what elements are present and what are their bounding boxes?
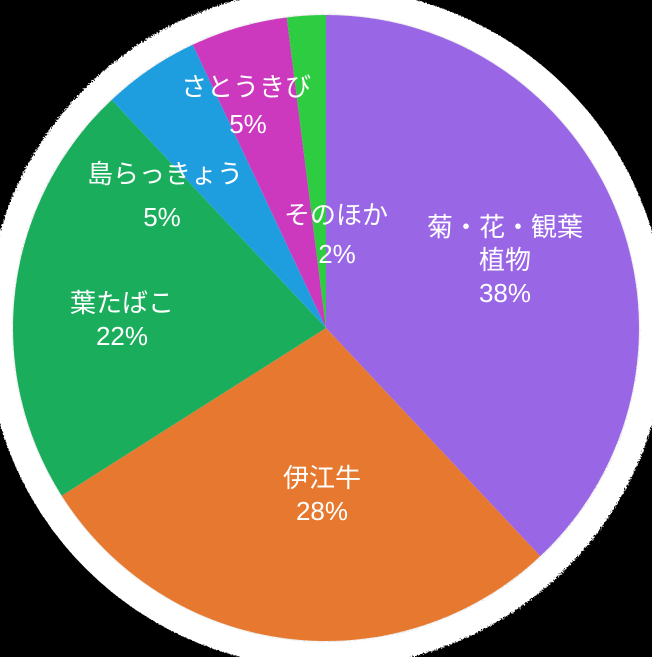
svg-text:伊江牛: 伊江牛 — [283, 463, 361, 493]
svg-text:38%: 38% — [479, 278, 531, 308]
svg-text:さとうきび: さとうきび — [181, 72, 311, 102]
svg-text:菊・花・観葉: 菊・花・観葉 — [427, 212, 583, 242]
svg-text:葉たばこ: 葉たばこ — [70, 288, 174, 318]
svg-text:22%: 22% — [96, 321, 148, 351]
svg-text:植物: 植物 — [479, 245, 531, 275]
svg-text:5%: 5% — [229, 109, 267, 139]
svg-text:そのほか: そのほか — [284, 200, 388, 230]
svg-text:5%: 5% — [143, 202, 181, 232]
svg-text:28%: 28% — [296, 496, 348, 526]
svg-text:2%: 2% — [318, 239, 356, 269]
svg-text:島らっきょう: 島らっきょう — [87, 159, 243, 189]
